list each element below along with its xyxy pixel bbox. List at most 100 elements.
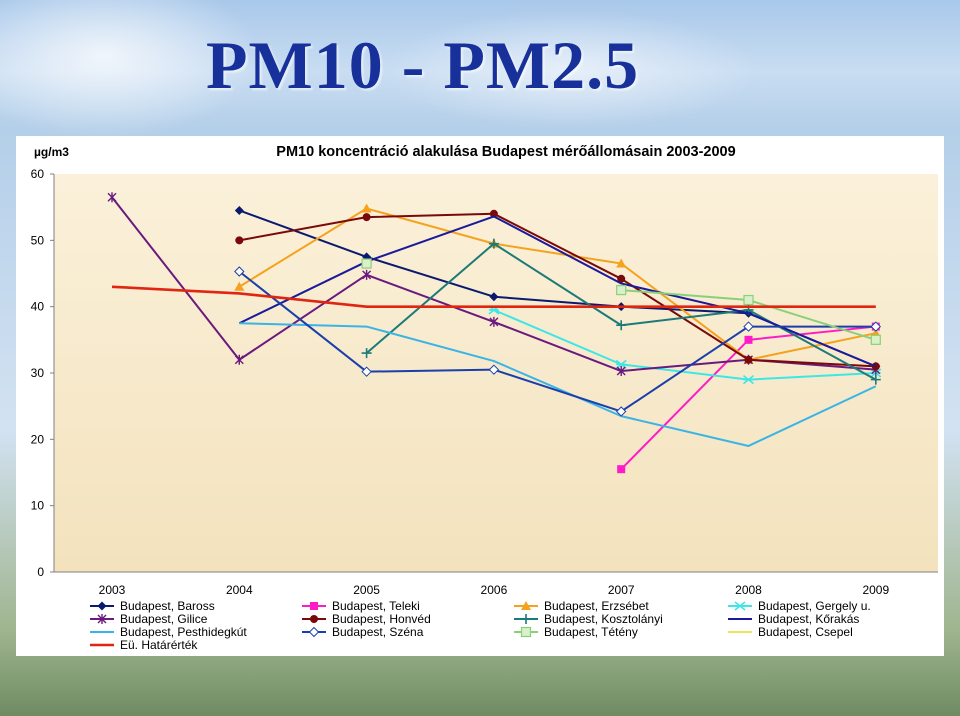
legend-label: Budapest, Tétény bbox=[544, 625, 638, 639]
legend-label: Budapest, Széna bbox=[332, 625, 424, 639]
line-chart: PM10 koncentráció alakulása Budapest mér… bbox=[31, 144, 938, 652]
legend-label: Budapest, Kőrakás bbox=[758, 612, 859, 626]
x-tick-label: 2004 bbox=[226, 583, 253, 597]
data-point bbox=[488, 238, 499, 249]
series-line bbox=[238, 270, 876, 413]
data-point bbox=[362, 213, 371, 222]
data-point bbox=[870, 374, 881, 385]
y-tick-label: 40 bbox=[31, 300, 45, 314]
legend-swatch-marker bbox=[97, 614, 107, 624]
data-point bbox=[617, 465, 626, 474]
series-line bbox=[239, 322, 877, 447]
legend-label: Budapest, Honvéd bbox=[332, 612, 431, 626]
chart-title: PM10 koncentráció alakulása Budapest mér… bbox=[276, 144, 735, 160]
data-point bbox=[361, 366, 372, 377]
sky-highlight-left bbox=[0, 0, 260, 140]
legend-swatch-marker bbox=[308, 626, 320, 638]
data-point bbox=[617, 274, 626, 283]
y-tick-label: 50 bbox=[31, 233, 45, 247]
legend-label: Budapest, Gilice bbox=[120, 612, 208, 626]
legend-label: Budapest, Teleki bbox=[332, 599, 420, 613]
legend-item: Budapest, Baross bbox=[90, 599, 215, 613]
data-point bbox=[234, 205, 244, 215]
series-line bbox=[493, 309, 876, 381]
legend-item: Budapest, Erzsébet bbox=[514, 599, 649, 613]
data-point bbox=[361, 203, 372, 213]
data-point bbox=[870, 321, 882, 332]
y-axis-label: µg/m3 bbox=[34, 145, 69, 159]
series-budapest-honved bbox=[235, 209, 880, 371]
legend-label: Eü. Határérték bbox=[120, 638, 198, 652]
data-point bbox=[744, 355, 753, 364]
legend-label: Budapest, Baross bbox=[120, 599, 215, 613]
legend-item: Budapest, Kőrakás bbox=[728, 612, 859, 626]
legend-item: Budapest, Pesthidegkút bbox=[90, 625, 247, 639]
data-point bbox=[489, 316, 499, 327]
series-budapest-teteny bbox=[361, 258, 881, 345]
y-tick-label: 60 bbox=[31, 167, 45, 181]
legend-item: Budapest, Tétény bbox=[514, 625, 638, 639]
data-point bbox=[235, 236, 244, 245]
y-tick-label: 0 bbox=[37, 565, 44, 579]
data-point bbox=[488, 364, 500, 375]
chart-panel: PM10 koncentráció alakulása Budapest mér… bbox=[16, 136, 944, 656]
legend: Budapest, Baross Budapest, Teleki Budapest… bbox=[90, 599, 871, 652]
x-tick-label: 2009 bbox=[862, 583, 889, 597]
data-point bbox=[743, 321, 754, 332]
legend-swatch-marker bbox=[97, 601, 107, 611]
series-budapest-korakas bbox=[238, 215, 877, 368]
legend-label: Budapest, Erzsébet bbox=[544, 599, 649, 613]
series-budapest-pesthidegkut bbox=[239, 322, 877, 447]
data-point bbox=[616, 284, 627, 296]
series-line bbox=[111, 285, 876, 308]
x-tick-label: 2003 bbox=[99, 583, 126, 597]
legend-label: Budapest, Gergely u. bbox=[758, 599, 871, 613]
legend-item: Budapest, Teleki bbox=[302, 599, 420, 613]
legend-item: Eü. Határérték bbox=[90, 638, 198, 652]
data-point bbox=[234, 354, 244, 365]
data-point bbox=[234, 281, 245, 291]
plot-area bbox=[54, 174, 938, 572]
data-point bbox=[744, 335, 753, 344]
legend-swatch-marker bbox=[310, 615, 318, 623]
y-tick-label: 30 bbox=[31, 366, 45, 380]
data-point bbox=[234, 266, 245, 277]
legend-label: Budapest, Csepel bbox=[758, 625, 853, 639]
series-budapest-kosztolanyi bbox=[361, 238, 881, 385]
legend-item: Budapest, Kosztolányi bbox=[514, 612, 663, 626]
series-eu-hatarertek bbox=[111, 285, 876, 308]
series-line bbox=[239, 212, 876, 368]
x-tick-label: 2005 bbox=[353, 583, 380, 597]
legend-item: Budapest, Csepel bbox=[728, 625, 853, 639]
legend-item: Budapest, Széna bbox=[302, 625, 424, 639]
data-point bbox=[362, 269, 372, 280]
y-tick-label: 10 bbox=[31, 499, 45, 513]
data-point bbox=[616, 258, 627, 268]
legend-item: Budapest, Honvéd bbox=[302, 612, 431, 626]
slide-title: PM10 - PM2.5 bbox=[206, 27, 640, 103]
legend-swatch-marker bbox=[521, 614, 531, 624]
sky-highlight-center bbox=[380, 10, 760, 130]
series-budapest-szena bbox=[234, 266, 882, 417]
data-point bbox=[489, 209, 498, 218]
data-point bbox=[615, 406, 627, 417]
data-point bbox=[616, 320, 627, 331]
legend-item: Budapest, Gergely u. bbox=[728, 599, 871, 613]
x-tick-label: 2008 bbox=[735, 583, 762, 597]
data-point bbox=[361, 258, 372, 269]
data-point bbox=[743, 375, 754, 385]
data-point bbox=[743, 294, 754, 306]
legend-swatch-marker bbox=[520, 626, 532, 638]
x-tick-label: 2006 bbox=[481, 583, 508, 597]
legend-swatch-marker bbox=[734, 601, 746, 611]
x-tick-label: 2007 bbox=[608, 583, 635, 597]
data-point bbox=[361, 348, 372, 359]
series-line bbox=[238, 215, 877, 368]
data-point bbox=[489, 292, 499, 302]
data-point bbox=[107, 192, 117, 203]
legend-label: Budapest, Kosztolányi bbox=[544, 612, 663, 626]
legend-item: Budapest, Gilice bbox=[90, 612, 208, 626]
legend-swatch-marker bbox=[310, 602, 318, 610]
data-point bbox=[870, 334, 881, 345]
y-tick-label: 20 bbox=[31, 432, 45, 446]
